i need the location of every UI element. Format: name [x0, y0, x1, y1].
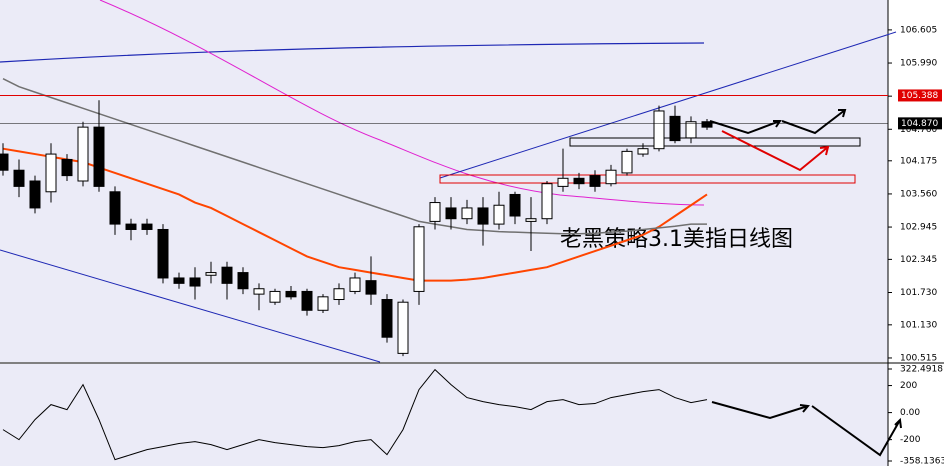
candle-body [237, 272, 249, 290]
candle-body [269, 290, 281, 303]
candle-body [525, 218, 537, 222]
candle-body [397, 301, 409, 354]
candle-body [605, 169, 617, 185]
y-tick-label: 105.990 [900, 59, 937, 69]
y-tick-label: 100.515 [900, 353, 937, 363]
candle-body [429, 202, 441, 222]
candle-body [301, 290, 313, 311]
candle-body [0, 153, 9, 171]
candle-body [653, 110, 665, 150]
candle-body [45, 153, 57, 193]
y-tick-label: 102.945 [900, 223, 937, 233]
candle-body [333, 288, 345, 301]
candle-body [557, 177, 569, 187]
arrows [721, 130, 830, 172]
price-tag-label: 104.870 [901, 119, 938, 129]
candle-body [477, 207, 489, 225]
y-tick-label: 106.605 [900, 25, 937, 35]
trend-line [0, 249, 381, 363]
price-tag-label: 105.388 [901, 91, 938, 101]
candle-body [445, 207, 457, 220]
candle-body [93, 126, 105, 187]
moving-average [2, 77, 707, 235]
oscillator-line [2, 368, 708, 461]
ma-magenta [99, 0, 705, 206]
candle-body [381, 299, 393, 338]
candle-body [141, 223, 153, 230]
y-tick-label: 104.760 [900, 125, 937, 135]
candle-body [29, 180, 41, 209]
candle-body [285, 290, 297, 298]
candle-body [589, 175, 601, 187]
candle-body [205, 272, 217, 276]
y-tick-label: 104.175 [900, 156, 937, 166]
candle-body [573, 177, 585, 185]
candle-body [413, 226, 425, 292]
zone-box [439, 174, 856, 184]
candle-body [109, 191, 121, 225]
candle-body [157, 228, 169, 279]
candle-body [701, 121, 713, 128]
candle-body [621, 150, 633, 174]
candle-body [493, 204, 505, 225]
candle-body [189, 277, 201, 287]
y-tick-label: 103.560 [900, 189, 937, 199]
candle-body [221, 266, 233, 284]
candle-body [173, 277, 185, 284]
candle-body [509, 193, 521, 217]
candle-body [365, 280, 377, 295]
sub-panel [0, 364, 888, 466]
main-panel [0, 0, 888, 362]
candle-body [61, 158, 73, 177]
candle-body [349, 277, 361, 292]
candle-body [541, 183, 553, 220]
price-tag [898, 117, 942, 130]
moving-average [2, 147, 708, 282]
annotation: 老黑策略3.1美指日线图 [560, 227, 793, 252]
y-tick-label: 200 [900, 381, 917, 391]
arrows [709, 109, 902, 457]
y-tick-label: 0.00 [900, 408, 920, 418]
y-tick-label: -200 [900, 435, 921, 445]
candle-body [253, 288, 265, 295]
y-tick-label: 101.730 [900, 288, 937, 298]
candle-body [125, 223, 137, 230]
y-tick-label: -358.1363 [900, 457, 944, 466]
zone-box [569, 137, 861, 147]
y-tick-label: 102.345 [900, 255, 937, 265]
candle-body [13, 169, 25, 187]
candle-body [461, 207, 473, 220]
trend-line [439, 31, 897, 179]
candle-body [637, 148, 649, 155]
long-ma [0, 42, 705, 63]
y-tick-label: 101.130 [900, 320, 937, 330]
candle-body [669, 115, 681, 142]
y-tick-label: 322.4918 [900, 365, 943, 375]
candle-body [685, 121, 697, 139]
candle-body [77, 126, 89, 182]
candle-body [317, 296, 329, 311]
price-tag [898, 89, 942, 102]
